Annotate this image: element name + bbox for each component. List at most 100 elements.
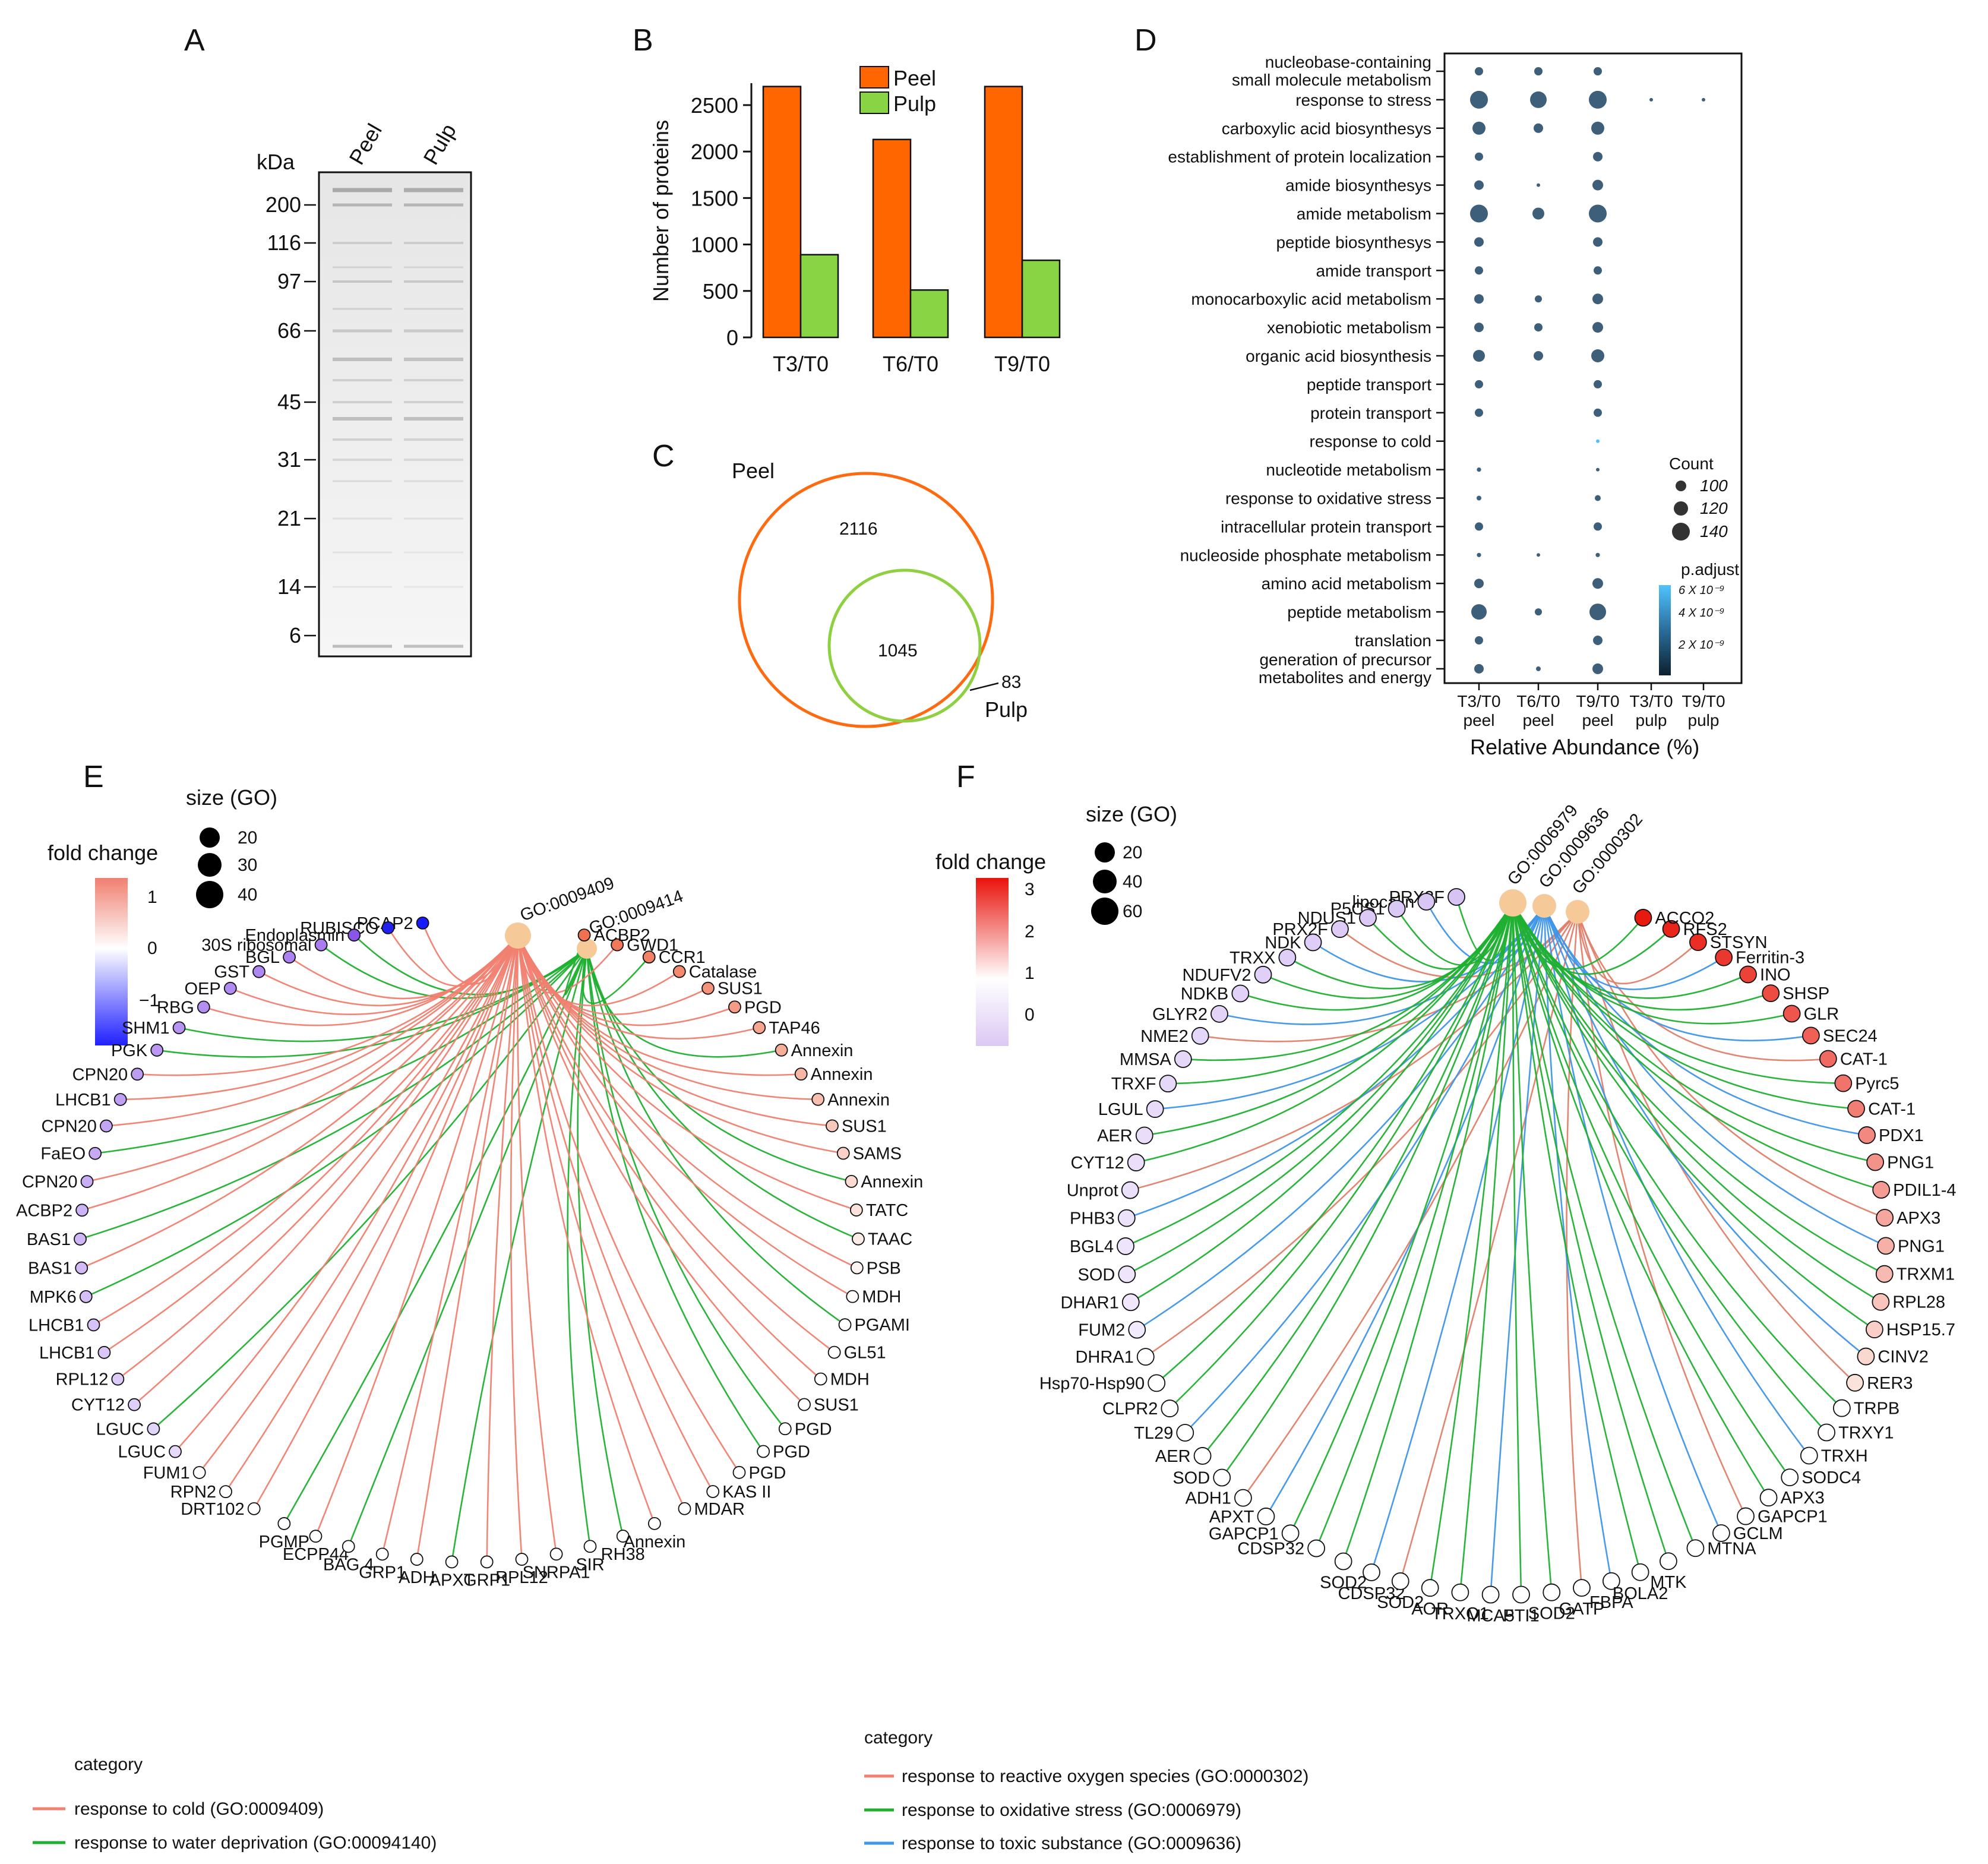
- f-gene-label: CAT-1: [1868, 1100, 1916, 1119]
- f-gene-node: [1330, 920, 1349, 938]
- e-edge: [486, 935, 519, 1562]
- f-gene-label: GLYR2: [1152, 1005, 1208, 1024]
- e-gene-node: [577, 928, 591, 942]
- f-gene-node: [1121, 1181, 1139, 1199]
- f-gene-node: [1304, 933, 1322, 952]
- e-gene-node: [416, 916, 429, 930]
- f-gene-node: [1686, 1539, 1705, 1557]
- gel-band-pulp: [404, 308, 463, 310]
- e-gene-node: [648, 1517, 661, 1530]
- count-legend-dot: [1674, 501, 1688, 516]
- f-gene-node: [1117, 1237, 1134, 1255]
- e-gene-label: KAS II: [722, 1483, 771, 1502]
- e-fc-legend-title: fold change: [48, 841, 158, 865]
- e-gene-label: CCR1: [659, 948, 706, 967]
- f-edge: [1315, 902, 1514, 1549]
- e-gene-label: TAP46: [769, 1019, 820, 1038]
- e-gene-label: CPN20: [72, 1065, 128, 1084]
- e-gene-node: [113, 1093, 127, 1106]
- f-gene-node: [1161, 1399, 1179, 1417]
- f-gene-label: PTI1: [1503, 1607, 1539, 1626]
- bar-y-label: Number of proteins: [649, 120, 673, 302]
- dot-x-label: peel: [1464, 711, 1495, 729]
- f-gene-label: RPL28: [1892, 1293, 1945, 1312]
- dot-mark: [1534, 123, 1543, 133]
- panel-b-letter: B: [633, 23, 653, 58]
- dot-mark: [1474, 664, 1484, 674]
- f-gene-node: [1174, 1050, 1192, 1068]
- e-size-legend-value: 40: [238, 885, 257, 905]
- f-edge: [1512, 902, 1769, 1498]
- gel-band-peel: [333, 517, 392, 520]
- count-legend-value: 100: [1700, 476, 1728, 495]
- e-gene-node: [852, 1232, 865, 1246]
- e-gene-label: DRT102: [181, 1500, 244, 1519]
- f-gene-label: SOD2: [1528, 1604, 1575, 1623]
- f-gene-node: [1846, 1373, 1864, 1392]
- f-edge: [1168, 902, 1514, 1085]
- f-gene-node: [1634, 909, 1652, 927]
- f-edge: [1169, 902, 1514, 1410]
- e-gene-node: [192, 1466, 206, 1479]
- f-gene-node: [1117, 1209, 1136, 1227]
- e-gene-label: PGMP: [259, 1533, 309, 1552]
- padj-legend-value: 6 X 10⁻⁹: [1679, 584, 1724, 597]
- dot-mark: [1592, 578, 1603, 589]
- gel-band-peel: [333, 203, 392, 207]
- e-edge: [517, 935, 680, 1006]
- gel-band-peel: [333, 480, 392, 482]
- f-gene-node: [1146, 1100, 1164, 1118]
- gel-band-pulp: [404, 480, 463, 482]
- gel-band-pulp: [404, 417, 463, 421]
- e-edge: [86, 948, 587, 1298]
- dot-mark: [1593, 636, 1603, 645]
- f-edge: [1512, 902, 1828, 1433]
- gel-marker-label: 116: [267, 230, 301, 255]
- f-gene-label: MMSA: [1120, 1050, 1172, 1069]
- e-gene-node: [757, 1445, 770, 1458]
- e-edge: [564, 934, 588, 996]
- e-gene-node: [794, 1067, 808, 1081]
- gel-marker-label: 97: [277, 269, 301, 293]
- e-edge: [253, 935, 519, 1509]
- gel-band-pulp: [404, 379, 463, 381]
- dot-mark: [1536, 666, 1541, 671]
- f-gene-label: CDSP32: [1237, 1540, 1304, 1559]
- gel-marker-label: 31: [277, 447, 301, 472]
- f-gene-label: RER3: [1867, 1374, 1913, 1393]
- e-gene-node: [87, 1318, 100, 1332]
- f-category-label: response to reactive oxygen species (GO:…: [902, 1767, 1309, 1786]
- f-gene-node: [1159, 1075, 1177, 1093]
- f-size-legend-dot: [1095, 842, 1115, 863]
- e-gene-label: 30S ribosomal: [201, 936, 311, 955]
- e-category-title: category: [74, 1755, 143, 1774]
- gel-marker-label: 66: [277, 318, 301, 343]
- f-category-label: response to oxidative stress (GO:0006979…: [902, 1800, 1241, 1820]
- dot-mark: [1702, 97, 1705, 102]
- dot-mark: [1594, 408, 1602, 417]
- f-size-legend-title: size (GO): [1086, 802, 1177, 826]
- f-edge: [1512, 902, 1670, 1562]
- bar-y-tick-label: 0: [726, 326, 738, 350]
- f-gene-node: [1847, 1100, 1865, 1118]
- f-gene-node: [1631, 1563, 1649, 1581]
- f-gene-node: [1818, 1423, 1835, 1442]
- gel-band-peel: [333, 551, 392, 554]
- dot-x-label: T6/T0: [1516, 692, 1560, 710]
- f-edge: [1512, 902, 1882, 1303]
- panel-c-letter: C: [652, 439, 675, 473]
- e-gene-label: ECPP44: [283, 1545, 349, 1564]
- panel-e-letter: E: [83, 760, 104, 794]
- f-edge: [1512, 902, 1842, 1409]
- dot-mark: [1477, 495, 1481, 501]
- gel-band-peel: [333, 459, 392, 461]
- e-gene-label: RPN2: [170, 1483, 216, 1502]
- e-edge: [577, 948, 624, 1537]
- e-gene-label: APXT: [429, 1571, 475, 1590]
- gel-band-pulp: [404, 459, 463, 461]
- e-gene-label: Annexin: [827, 1091, 890, 1110]
- dot-mark: [1534, 323, 1543, 332]
- f-gene-node: [1254, 965, 1272, 984]
- f-gene-node: [1573, 1579, 1591, 1597]
